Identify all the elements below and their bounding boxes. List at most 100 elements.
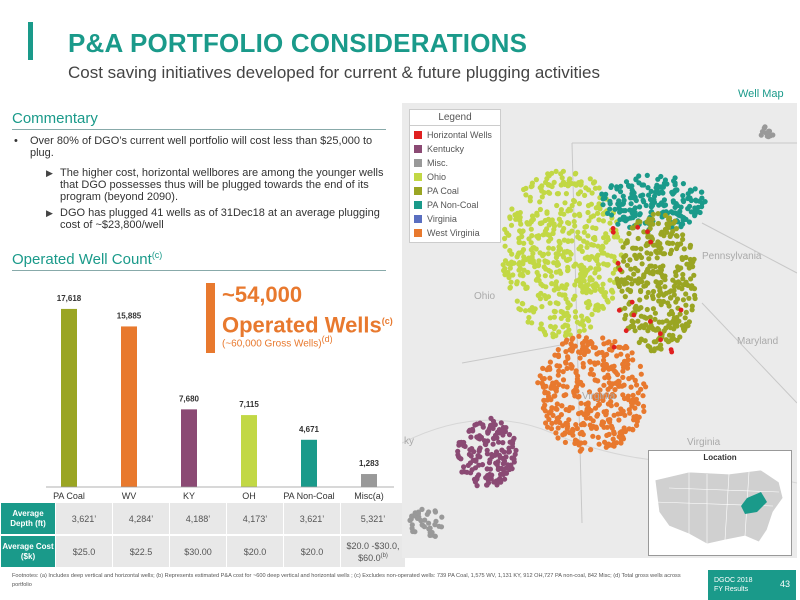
well-marker	[617, 344, 623, 350]
well-marker	[689, 303, 695, 309]
well-marker	[564, 384, 570, 390]
horizontal-well-marker	[648, 239, 654, 245]
callout-accent-bar	[206, 283, 215, 353]
well-marker	[491, 479, 497, 485]
well-marker	[432, 533, 438, 539]
well-marker	[566, 417, 572, 423]
triangle-bullet-icon: ▶	[46, 208, 53, 218]
well-marker	[574, 425, 580, 432]
legend-swatch	[414, 145, 422, 153]
map-label-maryland: Maryland	[737, 336, 778, 347]
well-marker	[581, 412, 587, 418]
well-marker	[524, 220, 530, 226]
well-marker	[683, 216, 689, 222]
well-marker	[641, 325, 647, 331]
well-marker	[622, 305, 628, 311]
well-marker	[514, 298, 520, 304]
well-marker	[629, 281, 635, 287]
well-marker	[590, 225, 596, 231]
well-marker	[624, 262, 630, 268]
well-marker	[643, 202, 649, 209]
horizontal-well-marker	[629, 299, 635, 305]
well-marker	[623, 343, 629, 350]
callout-line2: Operated Wells	[222, 312, 382, 338]
well-marker	[662, 212, 668, 218]
well-marker	[602, 195, 608, 201]
well-marker	[662, 277, 668, 283]
well-marker	[575, 191, 581, 197]
well-marker	[589, 190, 595, 196]
table-row: Average Depth (ft) 3,621’ 4,284’ 4,188’ …	[1, 503, 405, 534]
well-marker	[592, 405, 599, 411]
well-marker	[640, 197, 646, 203]
well-marker	[606, 431, 612, 437]
well-marker	[508, 259, 515, 265]
bar-value-label: 4,671	[299, 425, 320, 434]
well-marker	[458, 456, 464, 462]
well-marker	[611, 194, 617, 200]
well-marker	[507, 214, 513, 220]
map-legend: Legend Horizontal Wells Kentucky Misc. Ohio…	[409, 109, 501, 243]
well-marker	[670, 336, 677, 342]
table-cell: $20.0	[227, 536, 283, 567]
well-marker	[542, 228, 548, 234]
well-marker	[584, 267, 591, 273]
well-marker	[595, 243, 601, 249]
well-marker	[649, 293, 656, 299]
well-marker	[496, 439, 502, 445]
well-marker	[585, 348, 591, 354]
well-marker	[551, 223, 558, 229]
well-marker	[415, 511, 421, 517]
well-marker	[770, 132, 776, 138]
well-marker	[456, 440, 462, 446]
well-marker	[438, 524, 445, 530]
well-marker	[537, 185, 543, 191]
well-marker	[503, 425, 509, 431]
table-cell: 3,621’	[284, 503, 340, 534]
well-marker	[652, 264, 658, 270]
horizontal-well-marker	[678, 307, 684, 313]
well-marker	[585, 209, 591, 216]
well-marker	[610, 436, 616, 442]
bar-value-label: 7,115	[239, 400, 259, 409]
well-marker	[558, 412, 564, 418]
bar-oh	[241, 415, 257, 487]
well-marker	[649, 235, 655, 241]
page-subtitle: Cost saving initiatives developed for cu…	[68, 63, 601, 82]
well-marker	[645, 280, 651, 286]
well-marker	[477, 454, 483, 460]
well-marker	[640, 393, 646, 399]
legend-swatch	[414, 159, 422, 167]
well-marker	[578, 182, 584, 188]
well-marker	[587, 415, 593, 421]
well-marker	[699, 195, 705, 201]
well-marker	[620, 374, 626, 380]
well-marker	[628, 266, 634, 272]
well-marker	[680, 221, 686, 227]
well-marker	[527, 259, 533, 265]
well-marker	[577, 263, 583, 269]
well-marker	[517, 272, 523, 278]
well-marker	[607, 277, 613, 283]
well-marker	[685, 206, 691, 212]
well-marker	[632, 377, 638, 383]
well-marker	[537, 206, 543, 213]
well-marker	[581, 229, 587, 235]
legend-swatch	[414, 215, 422, 223]
well-marker	[558, 210, 564, 216]
well-marker	[625, 353, 631, 359]
well-marker	[537, 326, 543, 332]
well-marker	[580, 318, 586, 324]
well-marker	[585, 203, 592, 209]
well-marker	[476, 462, 482, 468]
well-marker	[633, 396, 639, 402]
well-marker	[635, 306, 641, 312]
legend-item: West Virginia	[410, 226, 500, 240]
well-marker	[671, 283, 677, 289]
well-marker	[601, 357, 607, 363]
well-marker	[539, 194, 545, 200]
well-marker	[590, 344, 596, 350]
well-marker	[662, 202, 669, 208]
legend-item: Misc.	[410, 156, 500, 170]
well-marker	[509, 206, 515, 212]
